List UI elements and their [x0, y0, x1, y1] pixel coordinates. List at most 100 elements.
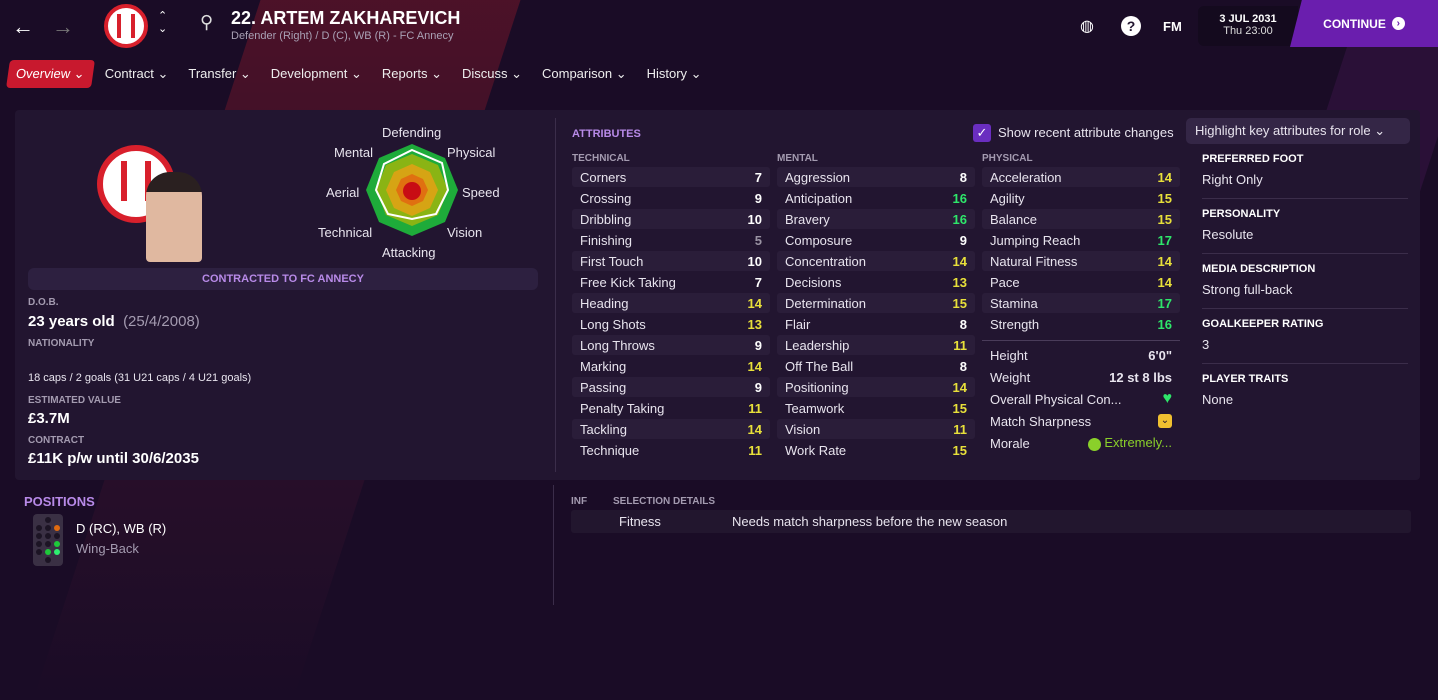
- attribute-value: 7: [754, 169, 762, 185]
- divider: [1202, 308, 1408, 309]
- height-label: Height: [990, 347, 1028, 363]
- attribute-row[interactable]: Determination 15: [777, 293, 975, 313]
- attribute-row[interactable]: Long Shots 13: [572, 314, 770, 334]
- attribute-name: Marking: [580, 358, 627, 374]
- attribute-row[interactable]: Penalty Taking 11: [572, 398, 770, 418]
- estimated-value: £3.7M: [28, 410, 70, 427]
- attribute-row[interactable]: Flair 8: [777, 314, 975, 334]
- attribute-row[interactable]: Concentration 14: [777, 251, 975, 271]
- attribute-row[interactable]: Free Kick Taking 7: [572, 272, 770, 292]
- prev-next-player-icon[interactable]: ⌃ ⌄: [158, 10, 168, 35]
- attribute-value: 11: [953, 421, 967, 437]
- attribute-value: 9: [754, 337, 762, 353]
- tab-reports[interactable]: Reports ⌄: [381, 66, 442, 81]
- attribute-value: 17: [1157, 295, 1172, 311]
- attribute-value: 15: [1157, 211, 1172, 227]
- tab-history[interactable]: History ⌄: [646, 66, 702, 81]
- condition-label: Overall Physical Con...: [990, 391, 1122, 407]
- radar-label-technical: Technical: [318, 225, 373, 240]
- attributes-title: ATTRIBUTES: [572, 128, 641, 140]
- condition-row[interactable]: Overall Physical Con... ♥: [982, 389, 1180, 409]
- tab-development[interactable]: Development ⌄: [270, 66, 362, 81]
- attribute-row[interactable]: Passing 9: [572, 377, 770, 397]
- tab-contract[interactable]: Contract ⌄: [104, 66, 169, 81]
- attribute-row[interactable]: Strength 16: [982, 314, 1180, 334]
- tab-transfer[interactable]: Transfer ⌄: [188, 66, 251, 81]
- positions-text: D (RC), WB (R): [76, 521, 167, 536]
- attribute-value: 11: [748, 442, 762, 458]
- search-icon[interactable]: ⚲: [200, 12, 214, 32]
- attribute-row[interactable]: Corners 7: [572, 167, 770, 187]
- attribute-name: Passing: [580, 379, 627, 395]
- dob: (25/4/2008): [123, 313, 200, 330]
- attribute-row[interactable]: Natural Fitness 14: [982, 251, 1180, 271]
- attribute-value: 16: [1157, 316, 1172, 332]
- attribute-row[interactable]: Decisions 13: [777, 272, 975, 292]
- attribute-row[interactable]: Crossing 9: [572, 188, 770, 208]
- selection-row: Fitness Needs match sharpness before the…: [571, 510, 1411, 533]
- attribute-row[interactable]: Stamina 17: [982, 293, 1180, 313]
- help-icon[interactable]: ?: [1121, 16, 1141, 36]
- role-text: Wing-Back: [76, 541, 139, 556]
- date-text: 3 JUL 2031: [1219, 13, 1277, 25]
- back-arrow-icon[interactable]: ←: [12, 14, 34, 39]
- fm-menu-button[interactable]: FM: [1163, 19, 1182, 34]
- attribute-row[interactable]: Acceleration 14: [982, 167, 1180, 187]
- sharpness-row[interactable]: Match Sharpness ⌄: [982, 411, 1180, 431]
- show-changes-checkbox[interactable]: ✓: [973, 124, 991, 142]
- dob-label: D.O.B.: [28, 297, 59, 308]
- attribute-row[interactable]: Pace 14: [982, 272, 1180, 292]
- inf-label: INF: [571, 496, 588, 507]
- attribute-row[interactable]: Positioning 14: [777, 377, 975, 397]
- attribute-row[interactable]: Balance 15: [982, 209, 1180, 229]
- attribute-name: Finishing: [580, 232, 633, 248]
- attribute-row[interactable]: Technique 11: [572, 440, 770, 460]
- attribute-row[interactable]: Dribbling 10: [572, 209, 770, 229]
- attribute-row[interactable]: Leadership 11: [777, 335, 975, 355]
- attribute-row[interactable]: Long Throws 9: [572, 335, 770, 355]
- tab-discuss[interactable]: Discuss ⌄: [461, 66, 522, 81]
- attribute-row[interactable]: Aggression 8: [777, 167, 975, 187]
- attribute-name: Long Shots: [580, 316, 646, 332]
- attribute-value: 11: [748, 400, 762, 416]
- globe-icon[interactable]: ◍: [1080, 18, 1094, 35]
- attribute-row[interactable]: Composure 9: [777, 230, 975, 250]
- club-badge[interactable]: [104, 4, 148, 48]
- forward-arrow-icon[interactable]: →: [52, 14, 74, 39]
- tab-comparison[interactable]: Comparison ⌄: [542, 66, 627, 81]
- attribute-row[interactable]: Anticipation 16: [777, 188, 975, 208]
- attribute-value: 11: [953, 337, 967, 353]
- attribute-row[interactable]: Agility 15: [982, 188, 1180, 208]
- attribute-value: 15: [952, 442, 967, 458]
- attribute-row[interactable]: Bravery 16: [777, 209, 975, 229]
- nationality-label: NATIONALITY: [28, 338, 95, 349]
- highlight-role-dropdown[interactable]: Highlight key attributes for role ⌄: [1186, 118, 1410, 144]
- tab-overview[interactable]: Overview ⌄: [6, 60, 95, 88]
- attribute-row[interactable]: Teamwork 15: [777, 398, 975, 418]
- attribute-name: Teamwork: [785, 400, 845, 416]
- attribute-row[interactable]: Off The Ball 8: [777, 356, 975, 376]
- heart-icon: ♥: [1162, 390, 1173, 407]
- attribute-value: 14: [1157, 253, 1172, 269]
- attribute-row[interactable]: Finishing 5: [572, 230, 770, 250]
- attribute-row[interactable]: Jumping Reach 17: [982, 230, 1180, 250]
- sharpness-label: Match Sharpness: [990, 413, 1092, 429]
- attribute-row[interactable]: Work Rate 15: [777, 440, 975, 460]
- attribute-name: Agility: [990, 190, 1025, 206]
- attribute-row[interactable]: First Touch 10: [572, 251, 770, 271]
- attribute-row[interactable]: Tackling 14: [572, 419, 770, 439]
- radar-label-speed: Speed: [462, 185, 500, 200]
- tab-label: Transfer: [188, 66, 237, 81]
- divider: [982, 340, 1180, 341]
- attribute-row[interactable]: Vision 11: [777, 419, 975, 439]
- attribute-value: 9: [959, 232, 967, 248]
- attribute-row[interactable]: Heading 14: [572, 293, 770, 313]
- age-value: 23 years old (25/4/2008): [28, 313, 200, 330]
- morale-row[interactable]: Morale Extremely...: [982, 433, 1180, 453]
- continue-button[interactable]: CONTINUE ›: [1290, 0, 1438, 47]
- divider: [553, 485, 554, 605]
- game-date: 3 JUL 2031 Thu 23:00: [1198, 6, 1298, 46]
- radar-core: [403, 182, 421, 200]
- attribute-value: 14: [1157, 169, 1172, 185]
- attribute-row[interactable]: Marking 14: [572, 356, 770, 376]
